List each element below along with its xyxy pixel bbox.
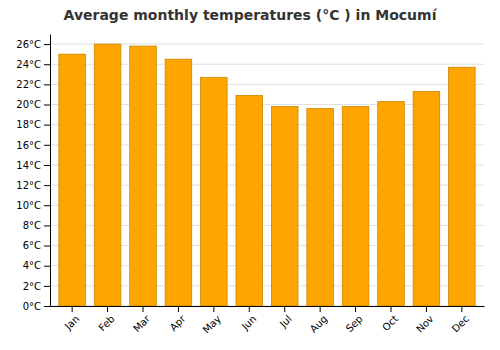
y-tick-label: 4°C bbox=[23, 260, 41, 271]
y-axis-line bbox=[50, 35, 51, 307]
x-tick-mark bbox=[284, 306, 285, 312]
bar bbox=[449, 67, 476, 306]
y-axis: 0°C 2°C 4°C 6°C 8°C 10°C 12°C 14°C 16°C 18°C 20°C 2… bbox=[16, 35, 50, 312]
x-tick: Nov bbox=[414, 306, 436, 335]
x-tick-mark bbox=[143, 306, 144, 312]
grid bbox=[50, 44, 484, 306]
y-tick-mark bbox=[44, 266, 50, 267]
y-tick-label: 8°C bbox=[23, 220, 41, 231]
y-tick-label: 0°C bbox=[23, 301, 41, 312]
bar bbox=[307, 109, 334, 306]
y-tick-label: 16°C bbox=[16, 140, 41, 151]
x-tick: Jan bbox=[62, 306, 81, 332]
x-tick-mark bbox=[426, 306, 427, 312]
y-tick-mark bbox=[44, 64, 50, 65]
bar bbox=[342, 107, 369, 306]
x-tick-mark bbox=[391, 306, 392, 312]
y-tick-label: 14°C bbox=[16, 160, 41, 171]
y-tick-mark bbox=[44, 44, 50, 45]
y-tick: 22°C bbox=[16, 79, 50, 90]
x-tick-mark bbox=[72, 306, 73, 312]
x-tick: Sep bbox=[344, 306, 365, 334]
y-tick-mark bbox=[44, 225, 50, 226]
y-tick-mark bbox=[44, 125, 50, 126]
y-tick-mark bbox=[44, 105, 50, 106]
y-tick: 6°C bbox=[23, 240, 50, 251]
y-tick: 20°C bbox=[16, 99, 50, 110]
x-tick-mark bbox=[249, 306, 250, 312]
x-tick: Jul bbox=[277, 306, 294, 330]
x-tick: Apr bbox=[168, 306, 189, 333]
x-tick-mark bbox=[213, 306, 214, 312]
x-tick: Oct bbox=[380, 306, 400, 333]
y-tick-label: 6°C bbox=[23, 240, 41, 251]
x-tick-label: Dec bbox=[450, 313, 471, 334]
x-tick-label: Mar bbox=[131, 312, 153, 334]
y-tick: 16°C bbox=[16, 140, 50, 151]
x-tick-mark bbox=[355, 306, 356, 312]
x-tick: Feb bbox=[96, 306, 116, 333]
y-tick-label: 2°C bbox=[23, 281, 41, 292]
y-tick-label: 10°C bbox=[16, 200, 41, 211]
chart: Average monthly temperatures (°C ) in Mo… bbox=[0, 0, 500, 350]
y-tick-label: 18°C bbox=[16, 119, 41, 130]
bar bbox=[165, 59, 192, 306]
x-axis: Jan Feb Mar Apr May Jun Jul Aug Sep Oct Nov Dec bbox=[51, 306, 485, 335]
x-axis-line bbox=[51, 306, 485, 307]
bar bbox=[59, 54, 86, 306]
x-tick-label: Apr bbox=[168, 312, 189, 333]
y-tick-mark bbox=[44, 205, 50, 206]
x-tick-label: Jan bbox=[62, 313, 81, 332]
x-tick-mark bbox=[107, 306, 108, 312]
y-tick-label: 20°C bbox=[16, 99, 41, 110]
y-tick-label: 26°C bbox=[16, 39, 41, 50]
y-tick: 24°C bbox=[16, 59, 50, 70]
bar bbox=[94, 44, 121, 306]
y-tick-mark bbox=[44, 246, 50, 247]
x-tick-label: May bbox=[201, 313, 223, 335]
y-tick: 4°C bbox=[23, 260, 50, 271]
y-tick: 0°C bbox=[23, 301, 50, 312]
x-tick-label: Feb bbox=[96, 313, 116, 333]
x-tick: May bbox=[201, 306, 223, 335]
x-tick-mark bbox=[461, 306, 462, 312]
y-tick: 18°C bbox=[16, 119, 50, 130]
x-tick-label: Aug bbox=[308, 313, 330, 335]
bars bbox=[59, 44, 475, 306]
x-tick-label: Oct bbox=[380, 313, 400, 333]
y-tick-mark bbox=[44, 84, 50, 85]
x-tick-mark bbox=[178, 306, 179, 312]
y-tick-label: 22°C bbox=[16, 79, 41, 90]
y-tick: 14°C bbox=[16, 160, 50, 171]
x-tick-label: Jul bbox=[277, 313, 294, 330]
y-tick-mark bbox=[44, 306, 50, 307]
bar bbox=[130, 46, 157, 306]
y-tick-mark bbox=[44, 185, 50, 186]
x-tick: Dec bbox=[450, 306, 471, 335]
x-tick: Aug bbox=[308, 306, 330, 335]
x-tick-label: Jun bbox=[239, 313, 259, 333]
y-tick: 10°C bbox=[16, 200, 50, 211]
bar bbox=[236, 95, 263, 306]
x-tick-mark bbox=[320, 306, 321, 312]
y-tick: 8°C bbox=[23, 220, 50, 231]
y-tick-label: 24°C bbox=[16, 59, 41, 70]
bar bbox=[378, 101, 405, 306]
bar bbox=[271, 107, 298, 306]
y-tick-mark bbox=[44, 145, 50, 146]
y-tick-label: 12°C bbox=[16, 180, 41, 191]
y-tick-mark bbox=[44, 286, 50, 287]
plot: 0°C 2°C 4°C 6°C 8°C 10°C 12°C 14°C 16°C 18°C 20°C 2… bbox=[16, 35, 484, 336]
y-tick: 26°C bbox=[16, 39, 50, 50]
y-tick: 2°C bbox=[23, 281, 50, 292]
bar bbox=[201, 77, 228, 306]
x-tick-label: Sep bbox=[344, 313, 365, 334]
x-tick-label: Nov bbox=[414, 313, 436, 335]
x-tick: Jun bbox=[239, 306, 259, 333]
x-tick: Mar bbox=[131, 306, 153, 334]
title: Average monthly temperatures (°C ) in Mo… bbox=[64, 7, 438, 23]
y-tick-mark bbox=[44, 165, 50, 166]
bar bbox=[413, 91, 440, 306]
y-tick: 12°C bbox=[16, 180, 50, 191]
